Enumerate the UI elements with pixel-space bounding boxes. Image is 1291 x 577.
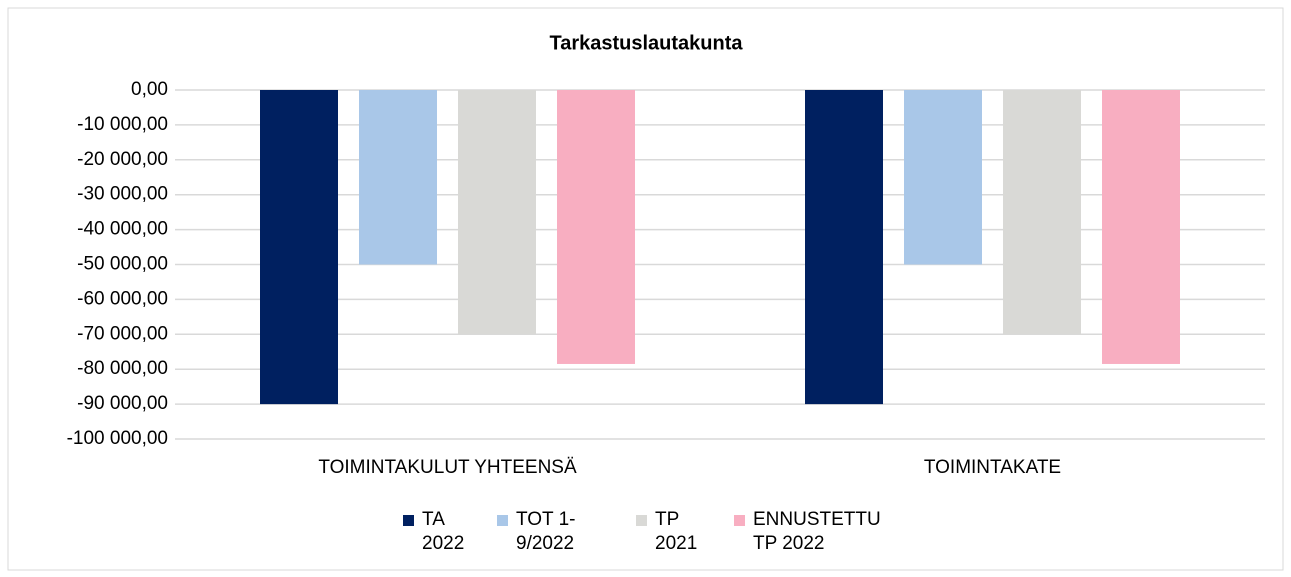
bar bbox=[260, 90, 338, 405]
legend-swatch bbox=[636, 515, 647, 526]
bar bbox=[458, 90, 536, 335]
bar bbox=[359, 90, 437, 265]
legend-item: TP 2021 bbox=[636, 508, 715, 556]
y-tick-label: -80 000,00 bbox=[77, 358, 168, 379]
y-tick-label: -20 000,00 bbox=[77, 149, 168, 170]
y-tick-label: -50 000,00 bbox=[77, 254, 168, 275]
legend-swatch bbox=[403, 515, 414, 526]
y-tick-label: -40 000,00 bbox=[77, 219, 168, 240]
y-tick-label: -60 000,00 bbox=[77, 288, 168, 309]
legend-swatch bbox=[734, 515, 745, 526]
x-tick-label: TOIMINTAKATE bbox=[924, 457, 1061, 478]
y-tick-label: -90 000,00 bbox=[77, 393, 168, 414]
y-tick-label: 0,00 bbox=[131, 79, 168, 100]
bar bbox=[1003, 90, 1081, 335]
bar bbox=[1102, 90, 1180, 364]
y-tick-label: -100 000,00 bbox=[67, 428, 168, 449]
bar bbox=[557, 90, 635, 364]
legend-swatch bbox=[497, 515, 508, 526]
bar bbox=[904, 90, 982, 265]
legend-label: TA 2022 bbox=[422, 509, 465, 554]
y-tick-label: -70 000,00 bbox=[77, 323, 168, 344]
legend-label: TOT 1-9/2022 bbox=[516, 509, 576, 554]
chart-border bbox=[7, 7, 1284, 571]
legend-item: ENNUSTETTU TP 2022 bbox=[734, 508, 893, 556]
legend-label: TP 2021 bbox=[655, 509, 698, 554]
legend-item: TA 2022 bbox=[403, 508, 482, 556]
x-tick-label: TOIMINTAKULUT YHTEENSÄ bbox=[318, 457, 577, 478]
chart-title: Tarkastuslautakunta bbox=[549, 32, 743, 54]
y-tick-label: -10 000,00 bbox=[77, 114, 168, 135]
legend-label: ENNUSTETTU TP 2022 bbox=[753, 509, 881, 554]
legend-item: TOT 1-9/2022 bbox=[497, 508, 616, 556]
y-tick-label: -30 000,00 bbox=[77, 184, 168, 205]
bar bbox=[805, 90, 883, 405]
